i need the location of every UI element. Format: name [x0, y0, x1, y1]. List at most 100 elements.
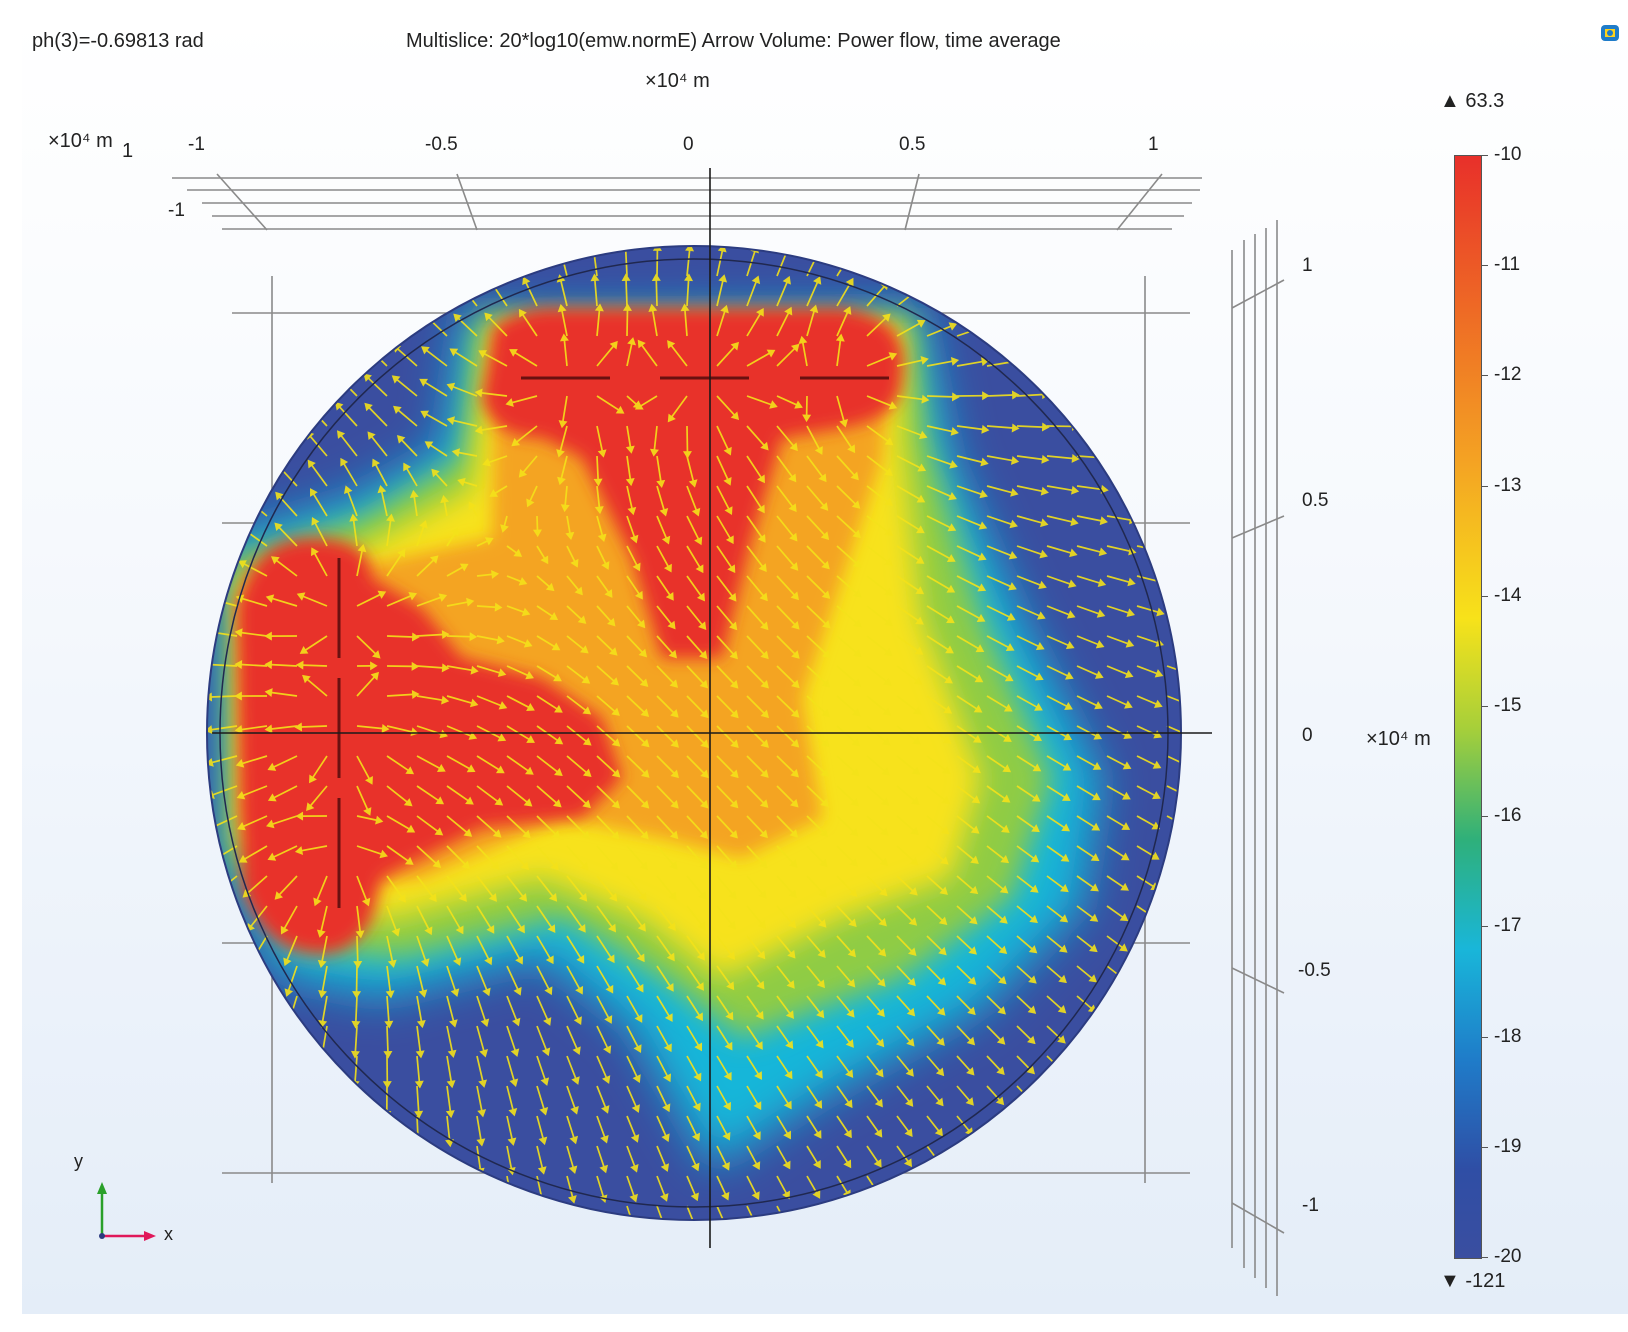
power-flow-arrow — [1076, 695, 1098, 707]
power-flow-arrowhead — [554, 767, 563, 777]
power-flow-arrow — [926, 395, 954, 398]
power-flow-arrow — [806, 575, 827, 595]
power-flow-arrowhead — [888, 401, 898, 410]
power-flow-arrowhead — [668, 649, 678, 659]
power-flow-arrow — [746, 545, 764, 568]
power-flow-arrow — [416, 559, 435, 577]
power-flow-arrow — [746, 1055, 760, 1075]
power-flow-arrow — [594, 280, 598, 307]
power-flow-arrowhead — [459, 563, 469, 572]
power-flow-arrow — [596, 815, 616, 836]
power-flow-arrow — [776, 312, 790, 337]
power-flow-arrow — [956, 455, 983, 464]
power-flow-arrow — [356, 785, 369, 811]
power-flow-arrowhead — [285, 1018, 294, 1028]
power-flow-arrowhead — [491, 569, 500, 579]
power-flow-arrow — [311, 755, 328, 779]
power-flow-arrowhead — [559, 333, 569, 342]
power-flow-arrow — [836, 875, 854, 893]
power-flow-arrow — [566, 545, 576, 563]
power-flow-arrow — [352, 520, 358, 547]
power-flow-arrowhead — [602, 1075, 611, 1084]
power-flow-arrowhead — [785, 1040, 794, 1050]
power-flow-arrow — [656, 1175, 666, 1196]
power-flow-arrowhead — [754, 1071, 762, 1080]
power-flow-arrowhead — [730, 739, 739, 749]
power-flow-arrowhead — [445, 1139, 455, 1148]
power-flow-arrow — [566, 935, 582, 959]
power-flow-arrowhead — [318, 1020, 328, 1029]
power-flow-arrowhead — [728, 592, 737, 602]
power-flow-arrow — [776, 485, 794, 508]
power-flow-arrowhead — [940, 856, 949, 865]
power-flow-arrow — [446, 1115, 451, 1141]
power-flow-arrowhead — [1151, 821, 1161, 830]
power-flow-arrow — [566, 875, 584, 897]
power-flow-arrowhead — [1127, 577, 1136, 587]
power-flow-arrow — [836, 635, 858, 654]
power-flow-arrowhead — [537, 1195, 546, 1205]
power-flow-arrowhead — [753, 1223, 758, 1229]
power-flow-arrow — [776, 755, 795, 774]
power-flow-arrowhead — [760, 769, 769, 778]
power-flow-arrow — [956, 785, 976, 801]
power-flow-arrowhead — [934, 1157, 943, 1167]
x-unit-label: ×10⁴ m — [645, 70, 710, 92]
power-flow-arrow — [656, 965, 671, 987]
power-flow-arrowhead — [553, 799, 562, 808]
power-flow-arrowhead — [847, 948, 856, 958]
power-flow-arrowhead — [415, 1050, 425, 1059]
power-flow-arrow — [716, 665, 735, 685]
power-flow-arrow — [476, 695, 502, 707]
power-flow-arrowhead — [621, 246, 631, 252]
power-flow-arrowhead — [456, 280, 466, 290]
power-flow-arrowhead — [1041, 454, 1050, 464]
power-flow-arrowhead — [486, 924, 495, 934]
power-flow-arrowhead — [663, 1043, 672, 1053]
power-flow-arrowhead — [802, 414, 812, 423]
power-flow-arrowhead — [526, 703, 535, 712]
power-flow-arrowhead — [570, 558, 579, 568]
power-flow-arrowhead — [700, 709, 709, 719]
power-flow-arrow — [776, 695, 796, 714]
power-flow-arrow — [926, 1025, 942, 1042]
power-flow-arrow — [1166, 725, 1181, 735]
power-flow-arrow — [716, 935, 732, 956]
power-flow-arrowhead — [207, 627, 213, 637]
power-flow-arrow — [1046, 995, 1062, 1010]
power-flow-arrowhead — [631, 1225, 637, 1231]
power-flow-arrow — [956, 545, 981, 558]
power-flow-arrowhead — [582, 706, 592, 715]
power-flow-arrow — [716, 815, 735, 835]
power-flow-arrowhead — [306, 802, 315, 812]
power-flow-arrow — [536, 635, 556, 648]
power-flow-arrowhead — [385, 990, 395, 999]
power-flow-arrow — [836, 455, 856, 476]
power-flow-arrow — [250, 905, 268, 927]
power-flow-arrowhead — [574, 586, 583, 596]
power-flow-arrowhead — [406, 824, 416, 833]
power-flow-arrowhead — [565, 531, 575, 541]
power-flow-arrow — [386, 553, 403, 577]
power-flow-arrowhead — [267, 762, 277, 771]
power-flow-arrow — [1166, 785, 1181, 796]
power-flow-arrow — [986, 1025, 1002, 1041]
power-flow-arrow — [656, 545, 670, 568]
power-flow-arrowhead — [510, 1048, 520, 1057]
power-flow-arrowhead — [759, 829, 768, 839]
power-flow-arrow — [396, 348, 418, 367]
power-flow-arrowhead — [760, 679, 769, 689]
power-flow-arrowhead — [723, 446, 732, 456]
power-flow-arrowhead — [916, 525, 925, 534]
power-flow-arrow — [536, 845, 555, 866]
power-flow-arrowhead — [936, 1037, 945, 1046]
power-flow-arrowhead — [977, 552, 987, 561]
colorbar-gradient — [1454, 155, 1482, 1259]
power-flow-arrowhead — [915, 616, 924, 625]
power-flow-arrow — [836, 605, 858, 624]
colorbar-tick-label: -18 — [1494, 1025, 1522, 1047]
power-flow-arrow — [626, 1175, 635, 1197]
power-flow-arrowhead — [1123, 730, 1133, 739]
power-flow-arrow — [626, 1025, 639, 1048]
power-flow-arrowhead — [756, 307, 764, 317]
